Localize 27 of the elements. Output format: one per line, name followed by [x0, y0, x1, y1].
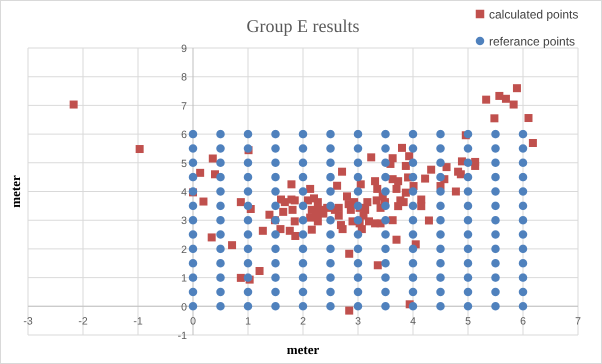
y-tick-label: 1: [181, 272, 188, 285]
x-tick-label: -3: [23, 315, 33, 328]
y-axis-title: meter: [8, 175, 23, 208]
y-tick-label: 4: [181, 186, 188, 198]
y-tick-label: -1: [178, 330, 188, 342]
x-tick-label: 2: [300, 315, 306, 328]
y-tick-label: 0: [181, 301, 188, 314]
x-axis-title: meter: [286, 342, 320, 357]
x-tick-label: 6: [520, 315, 526, 328]
y-tick-label: 6: [181, 129, 188, 142]
x-tick-label: 5: [465, 315, 472, 328]
x-tick-label: 4: [410, 315, 416, 328]
x-tick-label: -1: [133, 315, 143, 328]
x-tick-label: 1: [245, 315, 252, 328]
y-tick-label: 5: [181, 158, 188, 170]
y-tick-label: 7: [181, 100, 188, 112]
y-tick-label: 2: [181, 244, 188, 256]
chart-title: Group E results: [246, 16, 360, 36]
x-tick-label: 3: [355, 315, 362, 328]
y-tick-label: 8: [181, 72, 188, 84]
x-tick-label: -2: [78, 315, 88, 328]
x-tick-label: 7: [575, 315, 582, 328]
y-tick-label: 9: [181, 43, 188, 55]
legend-label: referance points: [489, 34, 576, 48]
y-tick-label: 3: [181, 215, 188, 228]
legend-label: calculated points: [489, 8, 578, 22]
x-tick-label: 0: [190, 315, 196, 328]
